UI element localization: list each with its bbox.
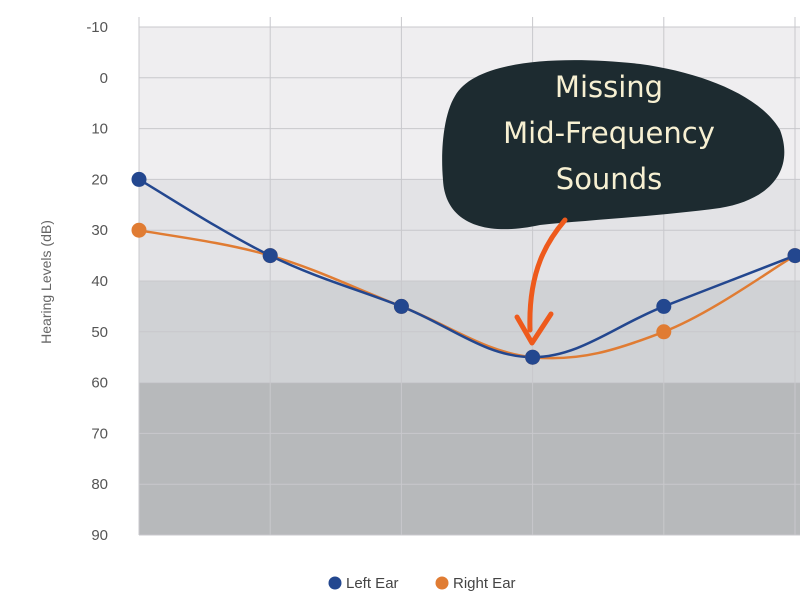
- point-left-ear[interactable]: [525, 349, 541, 365]
- band-3: [139, 382, 800, 535]
- point-right-ear[interactable]: [656, 324, 672, 340]
- legend-item-right-ear[interactable]: Right Ear: [435, 575, 516, 592]
- series-line-left-ear: [138, 178, 796, 359]
- y-tick-label: 90: [91, 527, 108, 544]
- point-left-ear[interactable]: [131, 171, 147, 187]
- y-tick-label: 70: [91, 425, 108, 442]
- y-tick-label: 50: [91, 324, 108, 341]
- point-left-ear[interactable]: [393, 298, 409, 314]
- point-right-ear[interactable]: [131, 222, 147, 238]
- annotation-line-3: Sounds: [556, 162, 662, 196]
- point-left-ear[interactable]: [262, 248, 278, 264]
- legend-marker-left-ear: [328, 576, 342, 590]
- annotation-arrowhead: [514, 311, 554, 346]
- y-tick-label: 20: [91, 171, 108, 188]
- annotation: Missing Mid-Frequency Sounds: [442, 60, 785, 346]
- y-tick-label: 80: [91, 476, 108, 493]
- point-left-ear[interactable]: [656, 298, 672, 314]
- data-series: [131, 171, 800, 365]
- legend-label-right-ear: Right Ear: [453, 575, 516, 592]
- annotation-bubble: [442, 60, 785, 230]
- legend-label-left-ear: Left Ear: [346, 575, 399, 592]
- series-line-right-ear: [138, 228, 796, 360]
- legend-item-left-ear[interactable]: Left Ear: [328, 575, 399, 592]
- y-tick-label: 10: [91, 121, 108, 138]
- y-axis-label: Hearing Levels (dB): [38, 220, 54, 344]
- y-axis-ticks: -10 0 10 20 30 40 50 60 70 80 90: [86, 19, 108, 544]
- y-tick-label: 40: [91, 273, 108, 290]
- annotation-line-1: Missing: [555, 70, 663, 104]
- annotation-arrow: [527, 217, 568, 333]
- y-tick-label: 0: [100, 70, 108, 87]
- y-tick-label: -10: [86, 19, 108, 36]
- legend: Left Ear Right Ear: [328, 575, 516, 592]
- y-tick-label: 60: [91, 375, 108, 392]
- legend-marker-right-ear: [435, 576, 449, 590]
- y-tick-label: 30: [91, 222, 108, 239]
- annotation-line-2: Mid-Frequency: [503, 116, 715, 150]
- point-left-ear[interactable]: [787, 248, 800, 264]
